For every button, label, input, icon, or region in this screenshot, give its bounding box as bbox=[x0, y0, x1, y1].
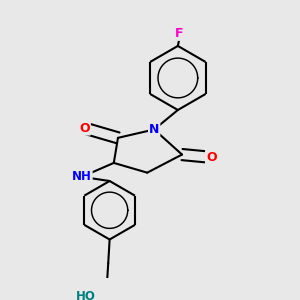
Text: NH: NH bbox=[72, 170, 92, 183]
Text: N: N bbox=[149, 123, 159, 136]
Text: F: F bbox=[175, 27, 184, 40]
Text: O: O bbox=[79, 122, 90, 135]
Text: O: O bbox=[206, 151, 217, 164]
Text: HO: HO bbox=[76, 290, 96, 300]
